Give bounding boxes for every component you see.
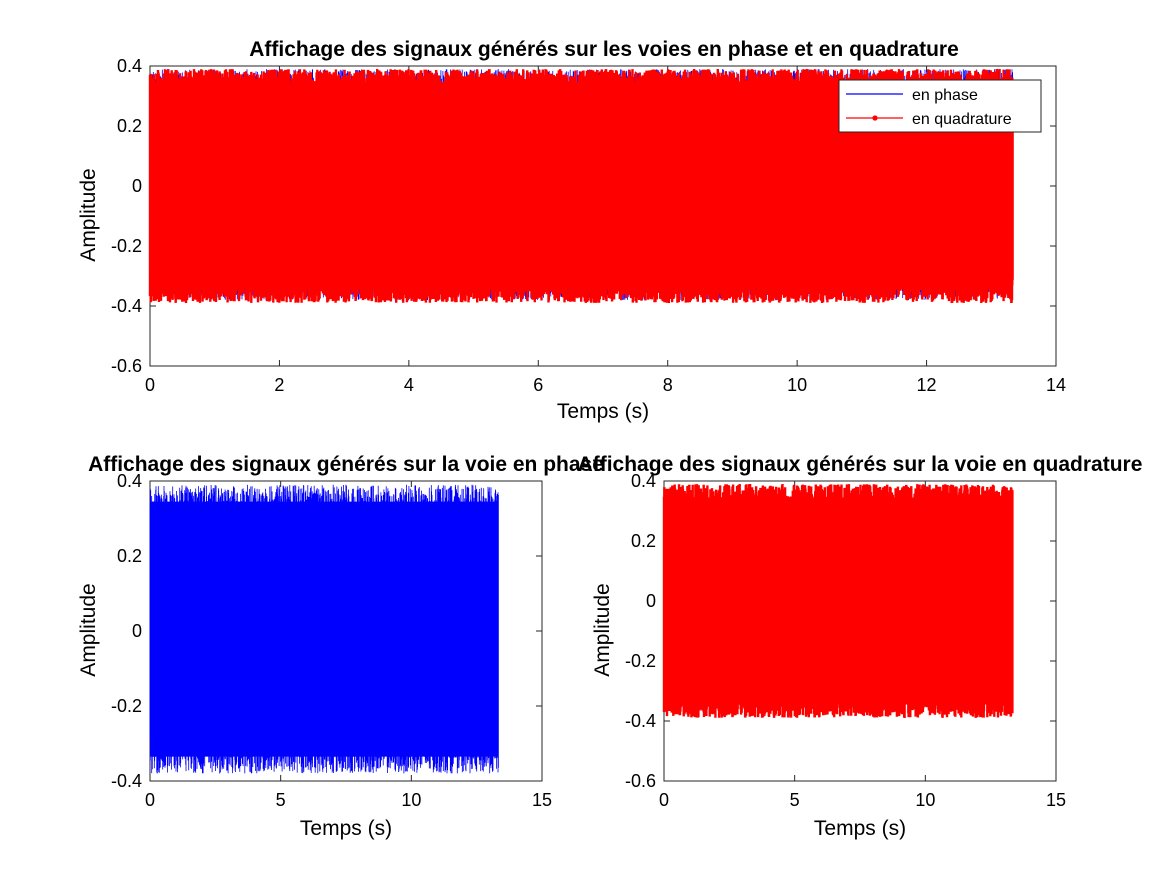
- chart-top-title: Affichage des signaux générés sur les vo…: [249, 38, 959, 61]
- chart-phase: 0 5 10 15 -0.4 -0.2 0 0.2 0.4 Temps (s) Amplitud…: [77, 471, 552, 840]
- chart-quadrature-data: [662, 483, 1014, 719]
- chart-top-xtick-label: 10: [787, 375, 807, 395]
- chart-top-ytick-label: -0.6: [111, 356, 142, 376]
- chart-phase-xtick-label: 0: [145, 790, 155, 810]
- chart-top-ytick-label: -0.2: [111, 236, 142, 256]
- chart-quadrature-ytick-label: -0.2: [625, 651, 656, 671]
- chart-phase-xlabel: Temps (s): [300, 817, 392, 840]
- chart-quadrature-ylabel: Amplitude: [591, 583, 614, 676]
- chart-top-xtick-label: 14: [1046, 375, 1066, 395]
- chart-phase-title: Affichage des signaux générés sur la voi…: [88, 453, 604, 476]
- chart-phase-ylabel: Amplitude: [77, 583, 100, 676]
- chart-phase-series-blue: [149, 484, 499, 774]
- chart-quadrature-ytick-label: -0.4: [625, 711, 656, 731]
- chart-top-xtick-label: 4: [404, 375, 414, 395]
- chart-quadrature-ytick-label: 0.4: [631, 471, 656, 491]
- chart-top-xtick-label: 2: [274, 375, 284, 395]
- chart-quadrature-xlabel: Temps (s): [814, 817, 906, 840]
- chart-top-ytick-label: -0.4: [111, 296, 142, 316]
- chart-top-ytick-label: 0.4: [117, 56, 142, 76]
- chart-quadrature-xtick-label: 15: [1046, 790, 1066, 810]
- chart-quadrature: 0 5 10 15 -0.6 -0.4 -0.2 0 0.2 0.4 Temps (s) Ampl…: [591, 471, 1066, 840]
- legend-marker-en-quadrature: [872, 115, 878, 121]
- chart-phase-ytick-label: 0.2: [117, 546, 142, 566]
- legend-label-en-quadrature: en quadrature: [912, 111, 1012, 128]
- chart-top: Affichage des signaux générés sur les vo…: [77, 38, 1066, 423]
- chart-top-xtick-label: 0: [145, 375, 155, 395]
- chart-top-xlabel: Temps (s): [557, 400, 649, 423]
- chart-phase-ytick-label: 0.4: [117, 471, 142, 491]
- chart-top-ytick-label: 0.2: [117, 116, 142, 136]
- chart-quadrature-xtick-label: 5: [790, 790, 800, 810]
- chart-phase-xtick-label: 10: [401, 790, 421, 810]
- chart-top-xtick-label: 12: [917, 375, 937, 395]
- chart-top-xtick-label: 8: [663, 375, 673, 395]
- chart-quadrature-ticks: 0 5 10 15 -0.6 -0.4 -0.2 0 0.2 0.4: [625, 471, 1066, 810]
- chart-quadrature-ytick-label: 0: [646, 591, 656, 611]
- chart-phase-ytick-label: 0: [132, 621, 142, 641]
- chart-top-xtick-label: 6: [533, 375, 543, 395]
- chart-top-ytick-label: 0: [132, 176, 142, 196]
- legend-label-en-phase: en phase: [912, 87, 978, 104]
- chart-quadrature-ytick-label: 0.2: [631, 531, 656, 551]
- chart-quadrature-xtick-label: 10: [915, 790, 935, 810]
- chart-phase-xtick-label: 5: [276, 790, 286, 810]
- chart-quadrature-ytick-label: -0.6: [625, 771, 656, 791]
- chart-phase-xtick-label: 15: [532, 790, 552, 810]
- chart-top-ticks: 0 2 4 6 8 10 12 14 -0.6 -0.4 -0.2 0 0.2 0.4: [111, 56, 1066, 395]
- chart-quadrature-series-red: [662, 483, 1014, 719]
- chart-top-ylabel: Amplitude: [77, 168, 100, 261]
- chart-quadrature-title: Affichage des signaux générés sur la voi…: [578, 453, 1143, 476]
- chart-phase-ytick-label: -0.4: [111, 771, 142, 791]
- chart-top-legend: en phase en quadrature: [838, 79, 1042, 133]
- chart-phase-ticks: 0 5 10 15 -0.4 -0.2 0 0.2 0.4: [111, 471, 552, 810]
- chart-phase-data: [149, 484, 499, 774]
- legend-box: [838, 79, 1042, 133]
- chart-phase-ytick-label: -0.2: [111, 696, 142, 716]
- chart-quadrature-xtick-label: 0: [659, 790, 669, 810]
